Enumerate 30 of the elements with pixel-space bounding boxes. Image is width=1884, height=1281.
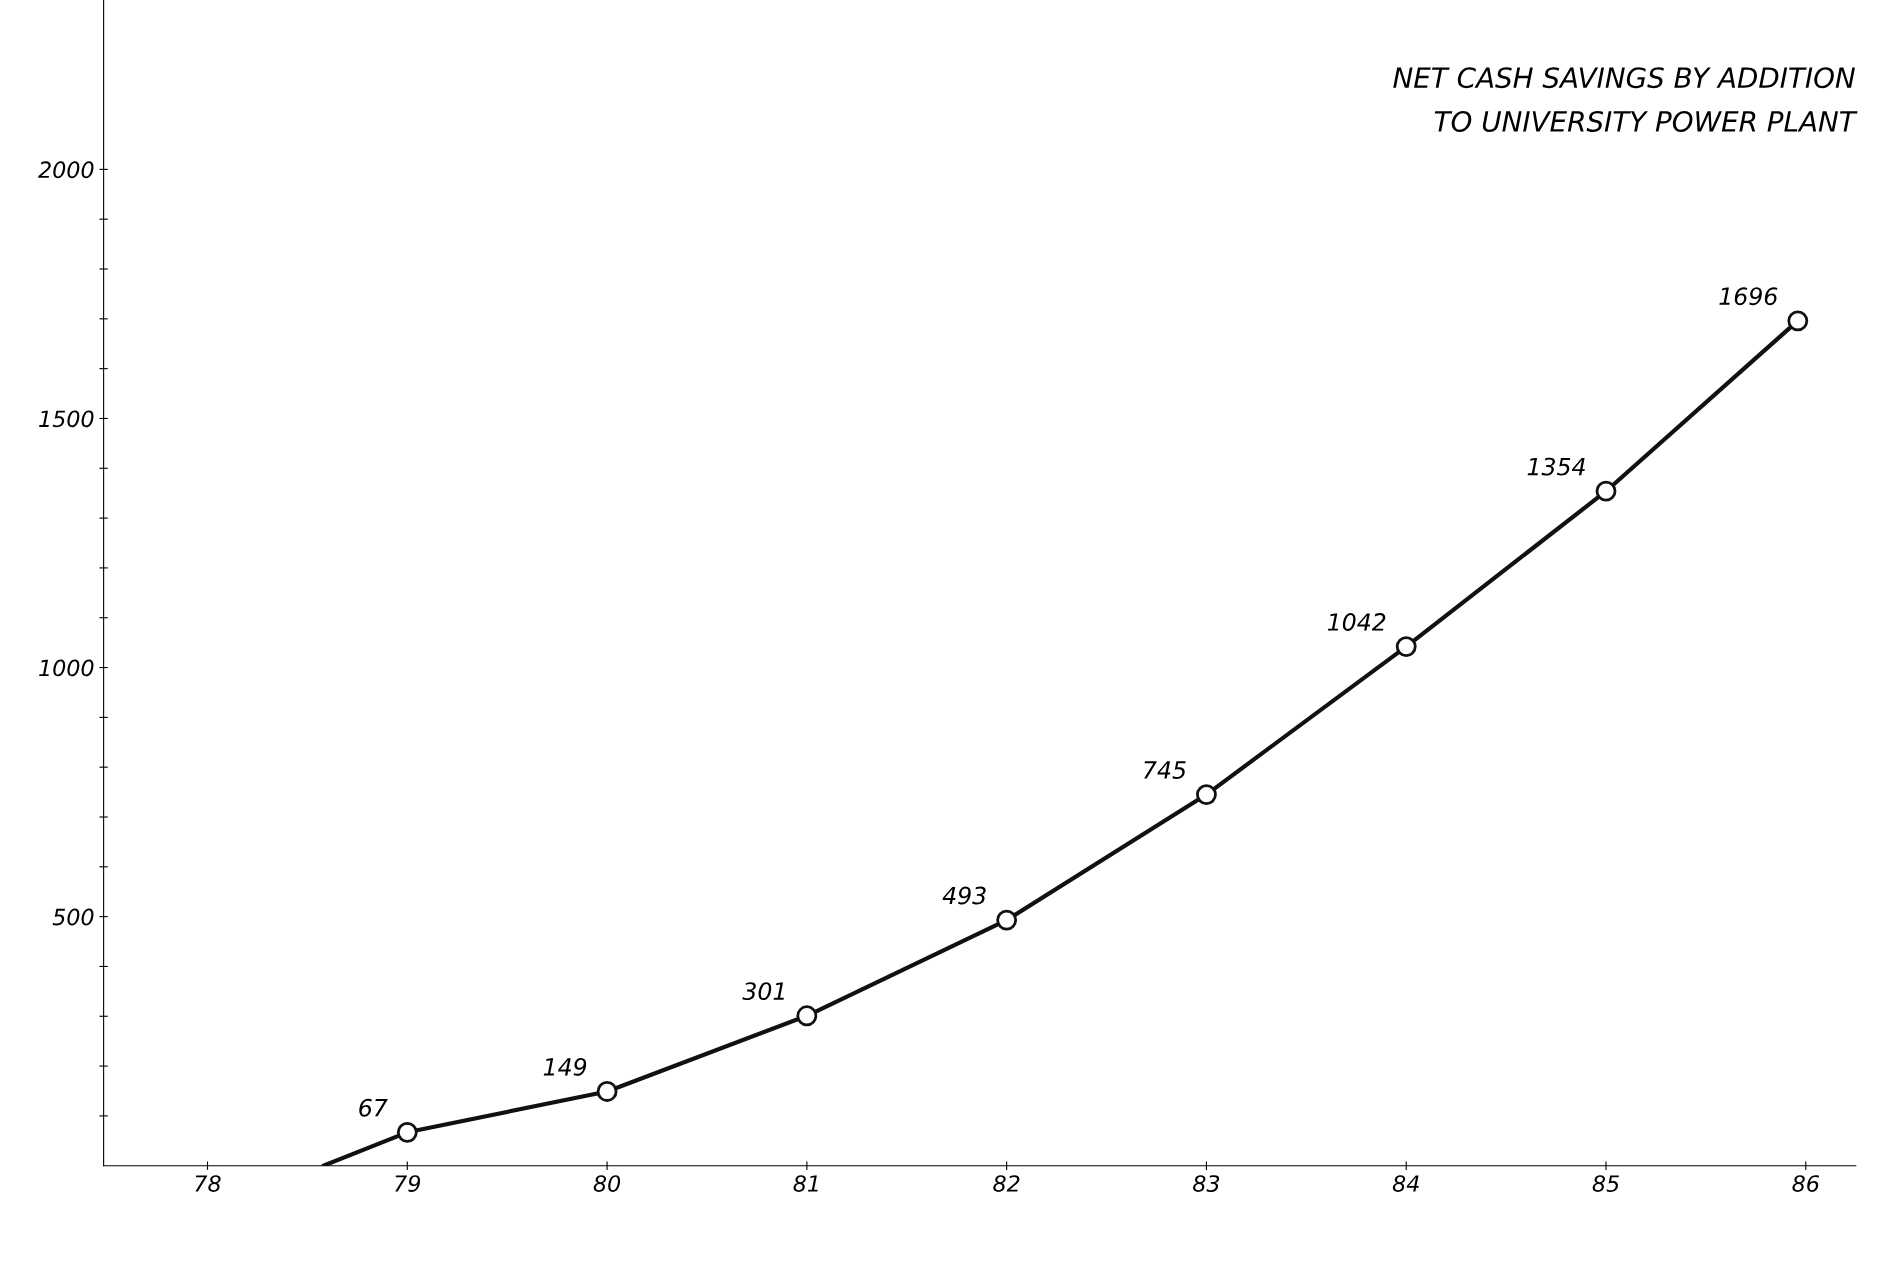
data-label: 493 (942, 886, 986, 905)
x-tick-label: 83 (1193, 1175, 1220, 1192)
data-label: 1042 (1327, 613, 1386, 631)
x-tick-label: 79 (395, 1175, 421, 1192)
x-tick-label: 82 (993, 1175, 1020, 1192)
y-tick-label: 1500 (39, 410, 94, 428)
x-tick-label: 80 (593, 1175, 621, 1192)
point (996, 909, 1018, 931)
x-tick-label: 85 (1592, 1175, 1619, 1192)
point (1787, 310, 1809, 332)
x-tick-label: 86 (1792, 1175, 1819, 1192)
point (1595, 480, 1617, 502)
point (1395, 636, 1417, 658)
x-tick-label: 84 (1392, 1175, 1419, 1192)
point (1196, 784, 1217, 805)
data-label: 1354 (1527, 457, 1585, 476)
point (396, 1121, 418, 1143)
y-tick-label: 500 (52, 908, 94, 926)
y-tick-label: 1000 (39, 659, 94, 677)
x-tick-label: 81 (793, 1175, 818, 1192)
data-label: 1696 (1719, 287, 1778, 306)
point (796, 1005, 818, 1027)
y-tick-label: 2000 (38, 161, 94, 179)
data-label: 149 (543, 1057, 587, 1076)
data-label: 745 (1144, 761, 1186, 779)
text: NET CASH SAVINGS BY ADDITION TO UNIVERSITY POWER PLANT (1393, 67, 1858, 132)
data-label: 301 (742, 982, 784, 1001)
x-tick-label: 78 (195, 1175, 221, 1192)
point (596, 1081, 618, 1102)
data-label: 67 (359, 1098, 388, 1117)
